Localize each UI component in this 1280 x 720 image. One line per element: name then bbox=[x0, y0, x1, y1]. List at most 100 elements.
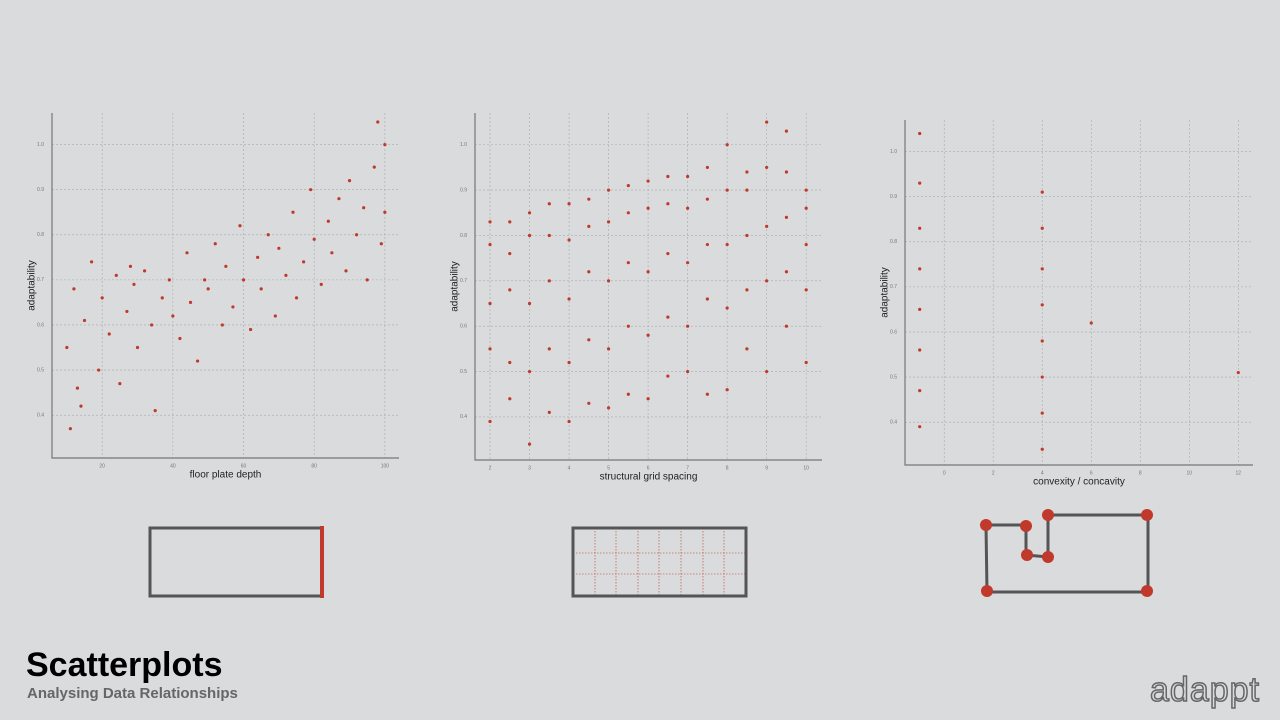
point bbox=[705, 242, 709, 247]
point bbox=[354, 233, 359, 237]
point bbox=[256, 255, 260, 259]
point bbox=[784, 215, 789, 219]
x-tick-label: 100 bbox=[381, 463, 390, 469]
point bbox=[508, 397, 512, 401]
point bbox=[347, 179, 352, 183]
point bbox=[65, 345, 69, 350]
grid-diagram-lines bbox=[573, 528, 746, 596]
point bbox=[1089, 321, 1093, 325]
point bbox=[171, 314, 175, 318]
point bbox=[1040, 375, 1044, 379]
y-tick-label: 1.0 bbox=[890, 149, 897, 155]
y-axis-label: adaptability bbox=[880, 267, 891, 318]
point bbox=[725, 388, 729, 392]
point bbox=[547, 410, 551, 414]
point bbox=[587, 197, 591, 201]
x-tick-label: 10 bbox=[1187, 470, 1193, 476]
y-tick-label: 0.6 bbox=[890, 329, 897, 335]
point bbox=[686, 206, 690, 210]
point bbox=[705, 297, 709, 301]
point bbox=[125, 309, 129, 314]
point bbox=[188, 300, 193, 305]
point bbox=[231, 305, 235, 309]
x-tick-label: 60 bbox=[241, 463, 247, 469]
point bbox=[284, 273, 288, 277]
point bbox=[508, 288, 512, 292]
point bbox=[178, 336, 182, 341]
point bbox=[547, 347, 551, 351]
point bbox=[725, 188, 729, 192]
point bbox=[666, 174, 670, 179]
point bbox=[765, 165, 769, 170]
point bbox=[1040, 411, 1044, 415]
point bbox=[337, 197, 341, 201]
point bbox=[606, 347, 611, 351]
point bbox=[75, 386, 80, 390]
point bbox=[527, 211, 532, 215]
point bbox=[804, 206, 808, 210]
x-tick-label: 10 bbox=[803, 465, 809, 471]
point bbox=[488, 242, 492, 247]
point bbox=[745, 288, 749, 292]
point bbox=[527, 233, 532, 238]
point bbox=[646, 270, 650, 274]
point bbox=[725, 242, 729, 247]
grid-diagram bbox=[571, 526, 748, 598]
y-tick-label: 0.6 bbox=[37, 322, 44, 328]
point bbox=[587, 270, 591, 274]
point bbox=[765, 120, 769, 124]
point bbox=[379, 242, 383, 246]
point bbox=[114, 273, 118, 277]
x-axis-label: floor plate depth bbox=[190, 470, 262, 481]
y-tick-label: 0.8 bbox=[37, 232, 44, 238]
logo: adappt bbox=[1150, 671, 1260, 709]
point bbox=[508, 220, 512, 224]
point bbox=[784, 324, 789, 328]
point bbox=[312, 237, 316, 241]
point bbox=[705, 392, 709, 396]
point bbox=[372, 165, 376, 169]
point bbox=[488, 301, 492, 306]
point bbox=[294, 296, 299, 300]
point bbox=[135, 345, 140, 350]
point bbox=[686, 369, 690, 374]
point bbox=[266, 233, 270, 237]
point bbox=[918, 307, 922, 312]
point bbox=[918, 267, 922, 271]
point bbox=[291, 210, 295, 214]
point bbox=[587, 224, 591, 228]
x-tick-label: 2 bbox=[992, 470, 995, 476]
point bbox=[160, 296, 164, 300]
point bbox=[72, 287, 76, 291]
point bbox=[804, 288, 808, 292]
slide-subtitle: Analysing Data Relationships bbox=[27, 685, 238, 702]
point bbox=[259, 287, 263, 291]
x-tick-label: 6 bbox=[647, 465, 650, 471]
point bbox=[330, 251, 334, 255]
point bbox=[1040, 303, 1044, 307]
point bbox=[206, 287, 210, 291]
x-axis-label: structural grid spacing bbox=[600, 472, 698, 483]
point bbox=[319, 282, 323, 286]
point bbox=[150, 323, 154, 327]
point bbox=[383, 142, 387, 147]
x-tick-label: 12 bbox=[1236, 470, 1242, 476]
point bbox=[745, 347, 749, 351]
point bbox=[128, 264, 133, 268]
point bbox=[195, 359, 200, 363]
point bbox=[606, 220, 611, 224]
point bbox=[277, 246, 281, 250]
point bbox=[567, 360, 571, 365]
point bbox=[646, 179, 650, 183]
point bbox=[646, 206, 650, 210]
y-tick-label: 1.0 bbox=[37, 142, 44, 148]
point bbox=[784, 170, 789, 174]
x-tick-label: 7 bbox=[686, 465, 689, 471]
point bbox=[100, 296, 104, 300]
point bbox=[273, 314, 277, 318]
point bbox=[488, 347, 492, 351]
y-tick-label: 0.9 bbox=[890, 194, 897, 200]
point bbox=[765, 224, 769, 228]
